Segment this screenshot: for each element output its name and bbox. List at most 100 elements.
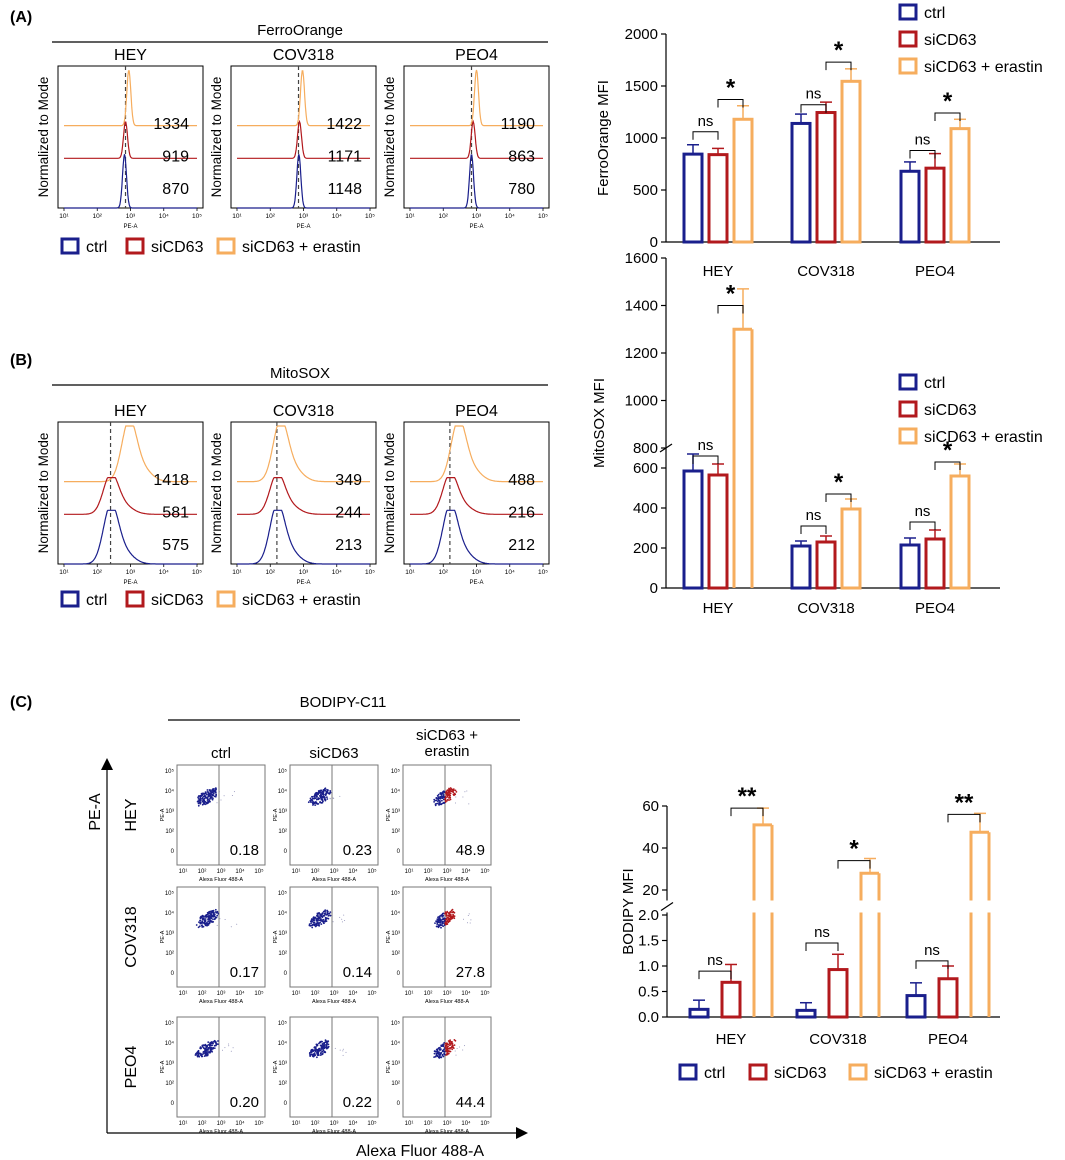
- dot-xtick-0-1-0: 10¹: [292, 869, 301, 875]
- dot-xtick-2-0-2: 10³: [217, 1121, 226, 1127]
- dot-xtick-0-0-0: 10¹: [179, 869, 188, 875]
- dot-sparse: [222, 1049, 223, 1051]
- bar-bracket-ns-bodipy-1: [805, 942, 839, 952]
- dot-sparse: [344, 920, 346, 921]
- dot-point: [213, 914, 216, 917]
- dot-point: [320, 1040, 323, 1043]
- dot-point: [322, 1046, 325, 1048]
- dot-point: [202, 795, 205, 798]
- legend-swatch-mito-erastin: [898, 427, 918, 445]
- dot-point: [449, 911, 452, 913]
- dot-point: [312, 917, 315, 919]
- dot-yaxis-label: PE-A: [87, 793, 104, 831]
- dot-sparse: [329, 797, 331, 799]
- dot-point: [198, 925, 201, 928]
- dot-point: [433, 1052, 436, 1055]
- dot-ytick-1-0-1: 10⁴: [165, 910, 175, 917]
- dot-sparse: [216, 924, 218, 926]
- dot-point: [206, 923, 209, 925]
- dot-point: [208, 789, 211, 791]
- dot-point: [315, 918, 318, 921]
- dot-point: [321, 1043, 324, 1045]
- legend-swatch-ferro-ctrl: [898, 3, 918, 21]
- bar-bodipy-0-1: [720, 980, 742, 1019]
- dot-xtick-2-2-4: 10⁵: [480, 1120, 490, 1127]
- dot-sparse: [342, 1050, 344, 1052]
- dot-cloud-1-1: [308, 909, 346, 929]
- dot-point: [310, 1048, 313, 1051]
- dot-point: [448, 912, 451, 914]
- hist-value-B-0-1: 581: [162, 504, 189, 521]
- bar-bodipy-0-2-part1: [752, 823, 774, 901]
- dot-point: [203, 919, 206, 922]
- legend-label-bodipy-ctrl: ctrl: [704, 1065, 725, 1082]
- dot-sparse: [455, 1054, 457, 1056]
- dot-point: [208, 922, 211, 925]
- dot-xtick-0-1-3: 10⁴: [348, 868, 358, 875]
- dot-xlabel-0-2: Alexa Fluor 488-A: [425, 877, 469, 883]
- hist-curve-A-0-2: [64, 70, 197, 127]
- dot-point: [197, 804, 200, 807]
- hist-cell-name-B-1: COV318: [273, 403, 334, 420]
- bar-ytick-ferro-0: 0: [650, 234, 658, 251]
- dot-xtick-2-0-4: 10⁵: [254, 1120, 264, 1127]
- bar-annotation-ns-mito-1: ns: [806, 507, 822, 524]
- dot-ytick-0-1-1: 10⁴: [278, 788, 288, 795]
- dot-point: [451, 1040, 453, 1043]
- bar-category-ferro-0: HEY: [703, 263, 734, 280]
- dot-point: [454, 789, 457, 792]
- dot-cloud-0-1: [307, 787, 341, 806]
- bar-bracket-sig-bodipy-1: [837, 860, 871, 869]
- legend-swatch-ferro-siCD63: [898, 30, 918, 48]
- dot-point: [448, 799, 450, 801]
- dot-point: [311, 1054, 314, 1056]
- dot-point: [321, 801, 324, 804]
- dot-point: [319, 918, 322, 920]
- bar-category-ferro-1: COV318: [797, 263, 855, 280]
- dot-point: [322, 1049, 325, 1051]
- dot-point: [318, 919, 321, 922]
- dot-point: [313, 921, 316, 924]
- dot-cloud-0-0: [196, 787, 235, 807]
- bar-bodipy-0-2-part0: [752, 912, 774, 1017]
- bar-axis-break-bodipy-0: [660, 901, 674, 911]
- dot-point: [437, 925, 440, 928]
- bar-ytick-bodipy-1: 0.5: [638, 984, 659, 1001]
- dot-xtick-0-0-3: 10⁴: [235, 868, 245, 875]
- dot-point: [455, 791, 458, 793]
- dot-xtick-2-1-0: 10¹: [292, 1121, 301, 1127]
- hist-xtick-B-0-3: 10⁴: [159, 569, 169, 576]
- bar-mito-1-2: [840, 507, 862, 590]
- dot-point: [196, 1054, 199, 1057]
- dot-xaxis-label: Alexa Fluor 488-A: [356, 1143, 484, 1160]
- dot-point: [436, 794, 439, 797]
- hist-xtick-A-0-4: 10⁵: [192, 213, 202, 220]
- dot-point: [208, 792, 211, 795]
- dot-point: [315, 797, 317, 799]
- dot-point: [316, 1052, 318, 1054]
- bar-ytick-mito-2: 400: [633, 500, 658, 517]
- dot-point: [324, 913, 327, 915]
- dot-point: [199, 917, 202, 920]
- dot-col-header-0-0: ctrl: [211, 745, 231, 762]
- dot-frame-2-2: [402, 1016, 492, 1118]
- dot-xtick-0-0-1: 10²: [198, 869, 207, 875]
- dot-point: [204, 923, 207, 925]
- dot-point: [309, 800, 312, 802]
- dot-point: [314, 1046, 316, 1049]
- dot-point: [454, 1039, 457, 1042]
- dot-point: [210, 793, 213, 796]
- dot-point: [446, 920, 449, 923]
- dot-ytick-0-0-4: 0: [171, 849, 175, 855]
- dot-point: [203, 916, 206, 918]
- dot-point: [316, 920, 319, 922]
- dot-point: [210, 913, 213, 916]
- hist-xtick-A-1-2: 10³: [299, 213, 309, 220]
- dot-xtick-1-2-1: 10²: [424, 991, 433, 997]
- dot-value-0-2: 48.9: [456, 842, 485, 859]
- bar-annotation-sig-ferro-1: *: [834, 37, 844, 64]
- dot-point: [446, 1046, 449, 1048]
- dot-point: [436, 923, 439, 925]
- dot-point: [197, 800, 200, 802]
- dot-xlabel-1-0: Alexa Fluor 488-A: [199, 999, 243, 1005]
